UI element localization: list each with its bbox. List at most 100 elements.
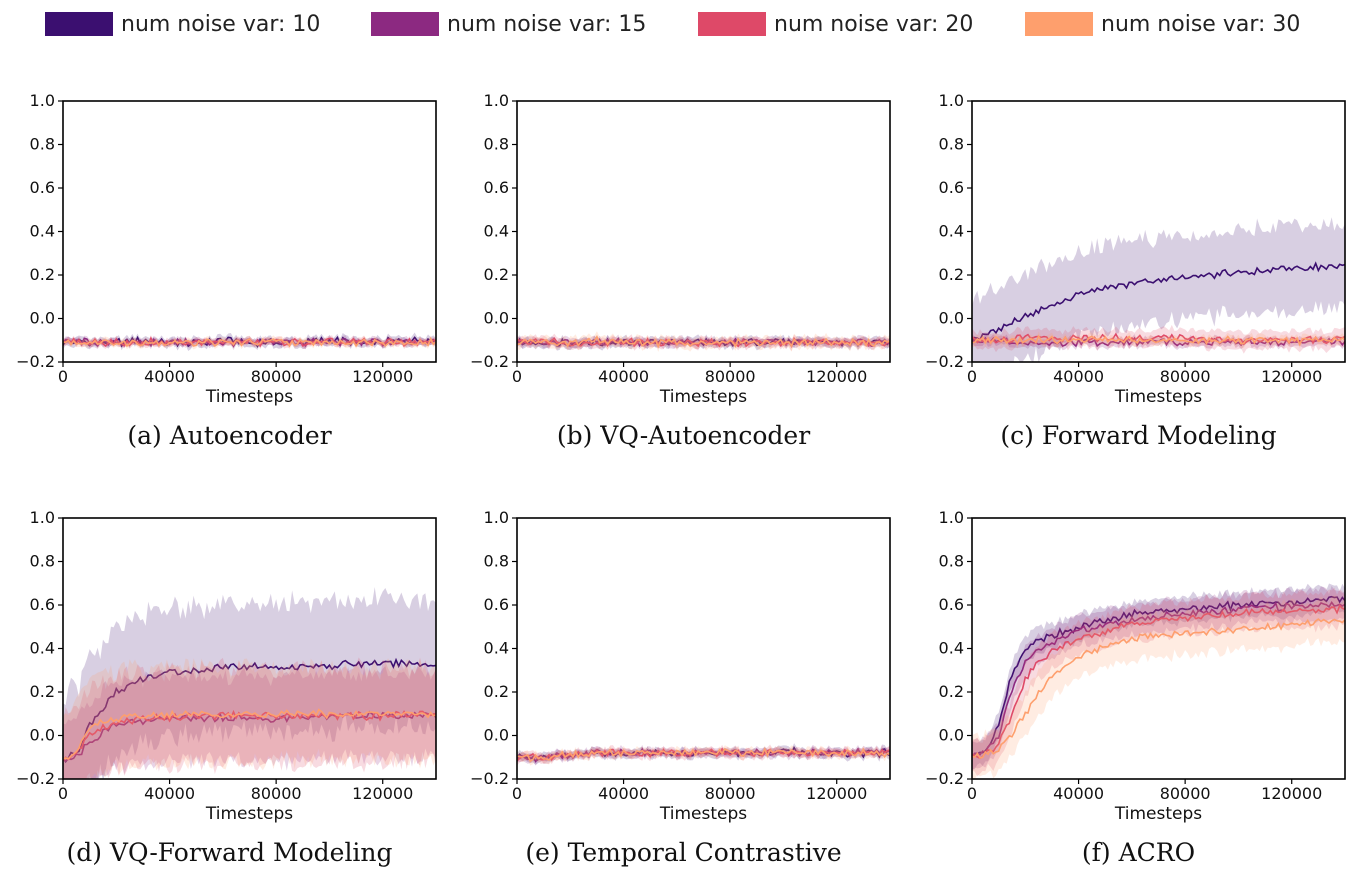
x-axis-label: Timesteps — [659, 804, 747, 824]
x-tick-label: 80000 — [251, 784, 302, 803]
y-tick-label: −0.2 — [16, 352, 55, 371]
x-tick-label: 80000 — [1160, 784, 1211, 803]
y-tick-label: 0.2 — [30, 265, 55, 284]
chart-panel: 1.0 0.8 0.6 0.4 0.2 0.0 −0.20 40000 80000 120000 T… — [470, 508, 891, 867]
series-band — [972, 217, 1345, 362]
legend-label: num noise var: 10 — [121, 11, 321, 37]
x-tick-label: 0 — [967, 367, 977, 386]
y-tick-label: 0.4 — [939, 222, 964, 241]
y-tick-label: 1.0 — [939, 508, 964, 527]
y-tick-label: 0.4 — [939, 639, 964, 658]
y-tick-label: 0.8 — [939, 552, 964, 571]
y-tick-label: 0.2 — [939, 265, 964, 284]
chart-caption: (b) VQ-Autoencoder — [557, 421, 810, 450]
x-tick-label: 120000 — [1261, 784, 1322, 803]
x-tick-label: 0 — [967, 784, 977, 803]
plot-area — [63, 332, 436, 352]
y-tick-label: 0.8 — [30, 552, 55, 571]
legend-item-noise-15: num noise var: 15 — [371, 10, 646, 38]
series-line — [972, 595, 1345, 757]
plot-area — [972, 217, 1345, 362]
series-band — [63, 657, 436, 779]
x-tick-label: 0 — [512, 367, 522, 386]
chart-caption: (a) Autoencoder — [127, 421, 331, 450]
y-tick-label: 0.4 — [30, 639, 55, 658]
legend: num noise var: 10 num noise var: 15 num … — [0, 0, 1356, 50]
y-tick-label: 0.8 — [484, 135, 509, 154]
legend-item-noise-20: num noise var: 20 — [698, 10, 973, 38]
y-tick-label: 0.8 — [484, 552, 509, 571]
y-tick-label: 0.0 — [939, 309, 964, 328]
x-tick-label: 40000 — [1053, 784, 1104, 803]
x-axis-label: Timesteps — [1114, 804, 1202, 824]
y-tick-label: 0.6 — [939, 178, 964, 197]
legend-swatch — [371, 12, 439, 36]
y-tick-label: −0.2 — [16, 769, 55, 788]
series-line — [972, 604, 1345, 760]
y-tick-label: 0.4 — [30, 222, 55, 241]
y-tick-label: 1.0 — [30, 508, 55, 527]
chart-panel: 1.0 0.8 0.6 0.4 0.2 0.0 −0.20 40000 80000 120000 T… — [925, 91, 1346, 450]
series-band — [63, 586, 436, 779]
series-line — [972, 334, 1345, 347]
legend-label: num noise var: 20 — [774, 11, 974, 37]
x-tick-label: 40000 — [598, 784, 649, 803]
y-tick-label: 0.6 — [30, 595, 55, 614]
y-tick-label: 0.4 — [484, 222, 509, 241]
chart-caption: (c) Forward Modeling — [1000, 421, 1276, 450]
series-band — [63, 666, 436, 779]
y-tick-label: −0.2 — [470, 769, 509, 788]
y-tick-label: 1.0 — [30, 91, 55, 110]
x-tick-label: 80000 — [705, 367, 756, 386]
x-tick-label: 0 — [58, 367, 68, 386]
y-tick-label: 0.8 — [30, 135, 55, 154]
x-tick-label: 120000 — [806, 784, 867, 803]
y-tick-label: 0.6 — [30, 178, 55, 197]
y-tick-label: 0.6 — [484, 595, 509, 614]
plot-area — [972, 583, 1345, 779]
chart-panel: 1.0 0.8 0.6 0.4 0.2 0.0 −0.20 40000 80000 120000 T… — [16, 508, 437, 867]
x-tick-label: 120000 — [806, 367, 867, 386]
x-axis-label: Timesteps — [205, 804, 293, 824]
x-tick-label: 40000 — [1053, 367, 1104, 386]
x-tick-label: 120000 — [352, 784, 413, 803]
series-band — [517, 743, 890, 765]
y-tick-label: −0.2 — [470, 352, 509, 371]
x-axis-label: Timesteps — [205, 387, 293, 407]
plot-frame — [516, 100, 891, 363]
series-band — [63, 335, 436, 350]
y-tick-label: 0.8 — [939, 135, 964, 154]
chart-panel: 1.0 0.8 0.6 0.4 0.2 0.0 −0.20 40000 80000 120000 T… — [925, 508, 1346, 867]
series-band — [972, 595, 1345, 779]
y-tick-label: 0.0 — [30, 309, 55, 328]
x-tick-label: 120000 — [352, 367, 413, 386]
plot-area — [517, 743, 890, 766]
series-line — [517, 335, 890, 349]
y-tick-label: 0.6 — [939, 595, 964, 614]
y-tick-label: 1.0 — [484, 91, 509, 110]
series-band — [972, 587, 1345, 777]
chart-caption: (d) VQ-Forward Modeling — [66, 838, 392, 867]
y-tick-label: 0.2 — [484, 265, 509, 284]
chart-panel: 1.0 0.8 0.6 0.4 0.2 0.0 −0.20 40000 80000 120000 T… — [470, 91, 891, 450]
x-tick-label: 0 — [512, 784, 522, 803]
y-tick-label: −0.2 — [925, 352, 964, 371]
x-tick-label: 40000 — [144, 784, 195, 803]
series-band — [972, 331, 1345, 349]
series-band — [972, 585, 1345, 772]
chart-panel: 1.0 0.8 0.6 0.4 0.2 0.0 −0.20 40000 80000 120000 T… — [16, 91, 437, 450]
x-tick-label: 40000 — [144, 367, 195, 386]
x-tick-label: 120000 — [1261, 367, 1322, 386]
y-tick-label: 0.0 — [939, 726, 964, 745]
legend-swatch — [45, 12, 113, 36]
plot-frame — [62, 100, 437, 363]
x-axis-label: Timesteps — [659, 387, 747, 407]
series-line — [63, 336, 436, 348]
x-tick-label: 40000 — [598, 367, 649, 386]
plot-frame — [516, 517, 891, 780]
legend-item-noise-10: num noise var: 10 — [45, 10, 320, 38]
legend-label: num noise var: 30 — [1101, 11, 1301, 37]
y-tick-label: 0.2 — [939, 682, 964, 701]
chart-caption: (f) ACRO — [1082, 838, 1195, 867]
legend-label: num noise var: 15 — [447, 11, 647, 37]
